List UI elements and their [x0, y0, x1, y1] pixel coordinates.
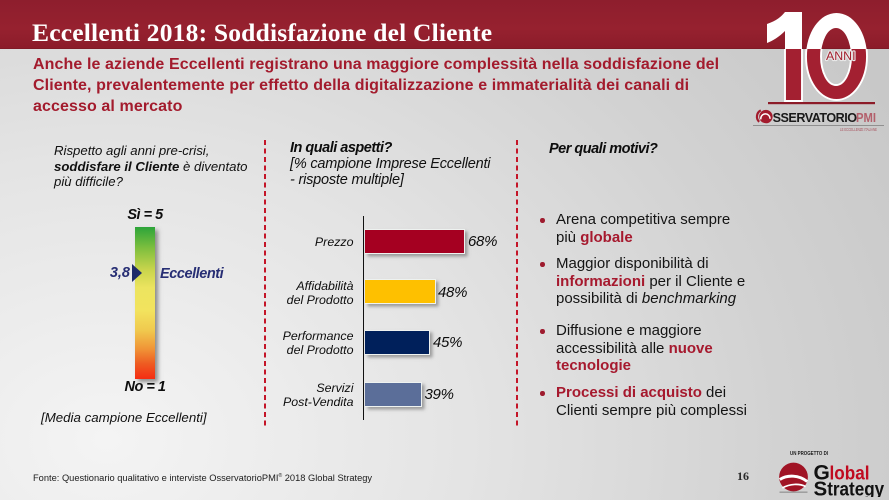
svg-text:PMI: PMI	[856, 110, 876, 125]
svg-text:UN PROGETTO DI: UN PROGETTO DI	[790, 451, 828, 457]
svg-text:ANNI: ANNI	[826, 49, 856, 63]
svg-text:G: G	[814, 462, 830, 485]
svg-text:lobal: lobal	[830, 464, 870, 485]
svg-text:Strategy: Strategy	[814, 477, 885, 497]
svg-text:SSERVATORIO: SSERVATORIO	[773, 110, 857, 125]
svg-text:LE ECCELLENZE ITALIANE: LE ECCELLENZE ITALIANE	[840, 127, 877, 132]
